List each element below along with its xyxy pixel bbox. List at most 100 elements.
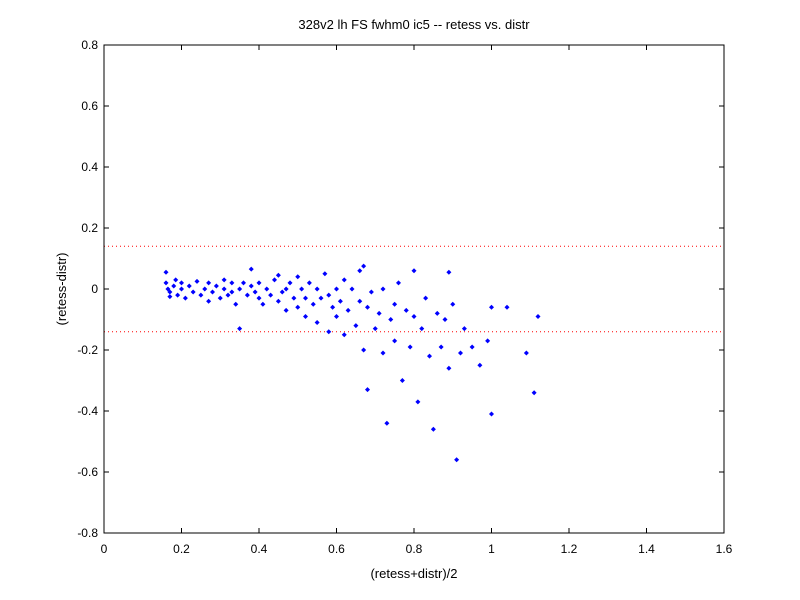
plot-frame <box>103 44 725 534</box>
data-point <box>260 301 266 307</box>
data-point <box>314 286 320 292</box>
x-axis-label: (retess+distr)/2 <box>370 566 457 581</box>
data-point <box>427 353 432 359</box>
data-point <box>392 338 398 344</box>
data-point <box>531 390 537 396</box>
data-point <box>403 307 409 313</box>
data-point <box>299 286 305 292</box>
data-point <box>314 320 320 326</box>
data-point <box>318 295 324 301</box>
data-point <box>535 313 541 319</box>
data-point <box>202 286 208 292</box>
data-point <box>179 286 184 292</box>
data-point <box>423 295 429 301</box>
data-point <box>446 365 452 371</box>
data-point <box>237 286 243 292</box>
y-tick-label: -0.4 <box>77 404 98 418</box>
data-point <box>310 301 316 307</box>
data-point <box>190 289 196 295</box>
data-point <box>388 317 394 322</box>
data-point <box>248 283 254 289</box>
data-point <box>357 268 363 274</box>
data-point <box>256 295 262 301</box>
data-point <box>283 307 289 313</box>
y-tick-label: 0.2 <box>81 221 98 235</box>
y-tick-label: -0.2 <box>77 343 98 357</box>
data-point <box>244 292 250 298</box>
data-point <box>399 378 405 383</box>
data-point <box>411 313 417 319</box>
data-point <box>341 332 347 338</box>
data-point <box>171 283 177 289</box>
data-point <box>365 304 370 310</box>
data-point <box>206 298 212 304</box>
data-point <box>368 289 374 295</box>
data-point <box>365 387 370 393</box>
x-tick-label: 1.2 <box>561 542 578 556</box>
data-point <box>489 411 494 417</box>
data-point <box>287 280 293 286</box>
data-point <box>330 304 336 310</box>
data-point <box>361 347 367 353</box>
data-point <box>303 313 308 319</box>
x-tick-label: 1.6 <box>716 542 733 556</box>
data-point <box>477 362 483 368</box>
data-point <box>283 286 289 292</box>
data-point <box>489 304 494 310</box>
data-points <box>163 263 541 463</box>
data-point <box>458 350 463 356</box>
x-tick-label: 0.2 <box>173 542 190 556</box>
data-point <box>450 301 456 307</box>
data-point <box>504 304 510 310</box>
data-point <box>295 274 301 280</box>
data-point <box>411 268 417 274</box>
data-point <box>182 295 188 301</box>
data-point <box>454 457 460 463</box>
data-point <box>229 289 235 295</box>
data-point <box>229 280 235 286</box>
data-point <box>419 326 425 332</box>
data-point <box>241 280 246 286</box>
data-point <box>221 286 227 292</box>
y-tick-label: 0.6 <box>81 99 98 113</box>
data-point <box>446 269 452 275</box>
data-point <box>434 310 440 316</box>
x-tick-label: 0.6 <box>328 542 345 556</box>
data-point <box>380 350 386 356</box>
data-point <box>326 329 332 335</box>
data-point <box>210 289 215 295</box>
data-point <box>295 304 301 310</box>
data-point <box>392 301 398 307</box>
data-point <box>163 269 169 275</box>
data-point <box>186 283 192 289</box>
data-point <box>217 295 223 301</box>
data-point <box>194 278 200 284</box>
data-point <box>175 292 181 298</box>
data-point <box>237 326 243 332</box>
y-tick-label: 0 <box>91 282 98 296</box>
data-point <box>221 277 227 283</box>
data-point <box>469 344 475 350</box>
data-point <box>349 286 355 292</box>
data-point <box>407 344 413 350</box>
data-point <box>334 286 339 292</box>
data-point <box>167 289 173 295</box>
data-point <box>198 292 204 298</box>
data-point <box>485 338 491 344</box>
x-tick-label: 1 <box>488 542 495 556</box>
data-point <box>341 277 347 283</box>
data-point <box>248 266 254 272</box>
data-point <box>430 426 436 432</box>
data-point <box>357 298 363 304</box>
data-point <box>326 292 332 298</box>
data-point <box>380 286 386 292</box>
data-point <box>179 280 184 286</box>
data-point <box>438 344 444 350</box>
data-point <box>361 263 367 269</box>
reference-lines <box>104 245 724 333</box>
data-point <box>275 298 281 304</box>
data-point <box>442 317 448 322</box>
x-axis-ticks: 0 0.2 0.4 0.6 0.8 1 1.2 1.4 1.6 <box>101 45 733 556</box>
data-point <box>256 280 262 286</box>
data-point <box>225 292 231 298</box>
